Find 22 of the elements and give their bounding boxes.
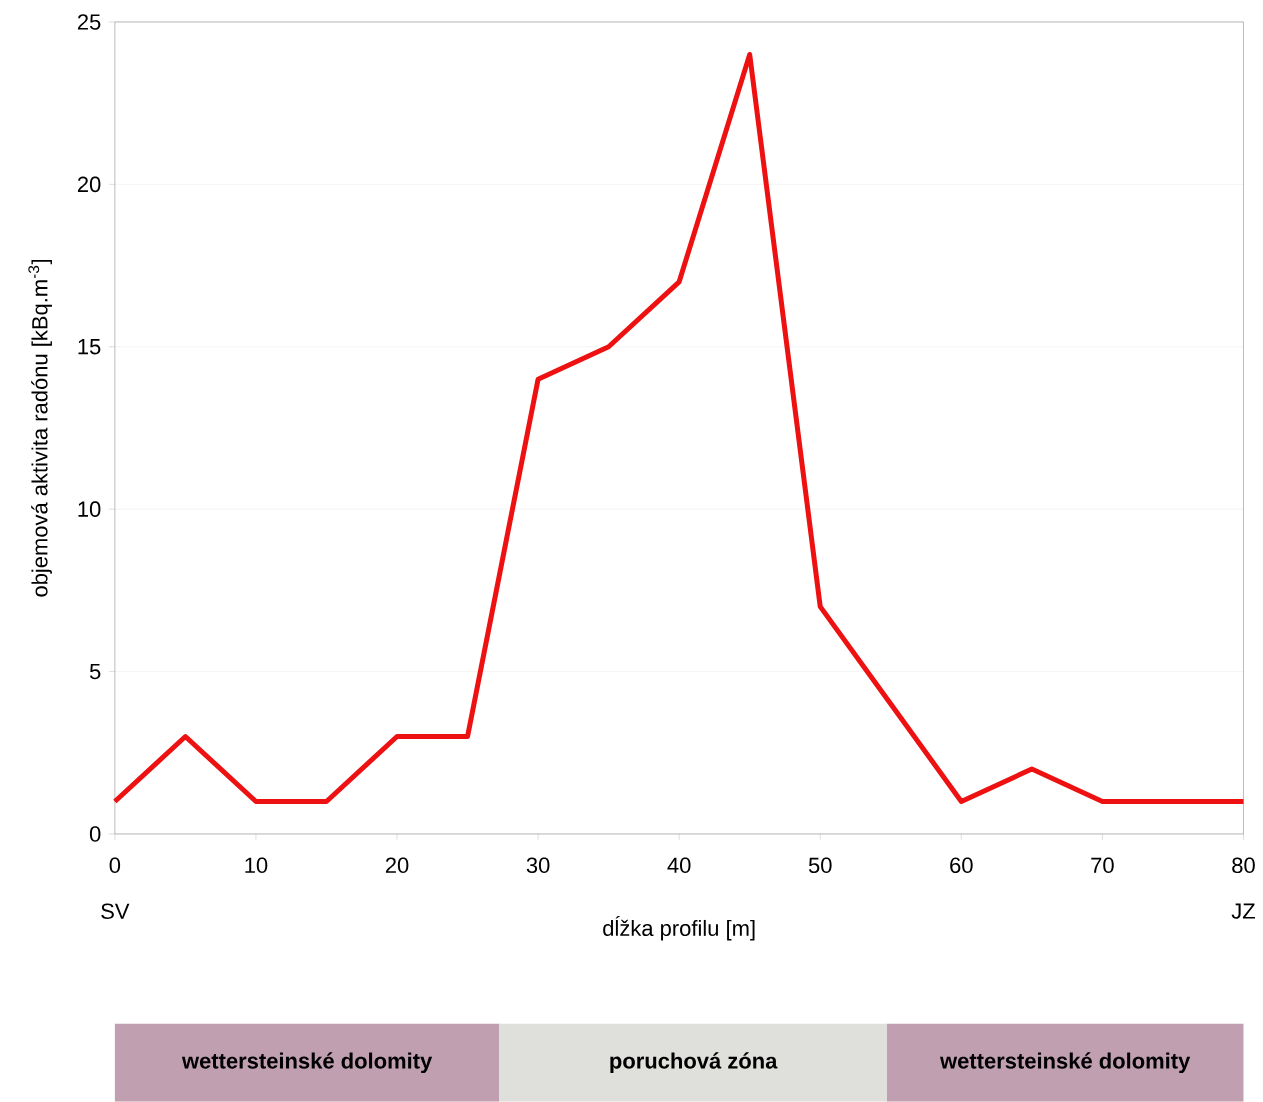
x-tick-label: 80 xyxy=(1232,857,1255,874)
y-tick-label: 0 xyxy=(89,826,101,842)
text: wettersteinské dolomity xyxy=(181,1052,433,1074)
x-tick-label: 0 xyxy=(109,857,121,874)
x-tick-label: 50 xyxy=(808,857,832,874)
y-tick-label: 15 xyxy=(78,339,101,355)
x-tick-label: 60 xyxy=(950,857,973,874)
y-tick-label: 25 xyxy=(77,14,101,30)
x-tick-label: 70 xyxy=(1091,857,1114,874)
y-tick-label: 20 xyxy=(77,176,101,193)
x-tick-label: 40 xyxy=(667,857,691,874)
text: SV xyxy=(101,903,130,920)
text: wettersteinské dolomity xyxy=(939,1052,1191,1074)
x-tick-label: 10 xyxy=(245,857,268,874)
y-axis-title: objemová aktivita radónu [kBq.m$^{-3}$] xyxy=(28,260,52,597)
x-axis-title: dĺžka profilu [m] xyxy=(603,916,755,941)
x-tick-label: 30 xyxy=(526,857,550,874)
y-tick-label: 5 xyxy=(89,664,101,680)
y-tick-label: 10 xyxy=(78,501,101,518)
text: JZ xyxy=(1231,903,1255,919)
x-tick-label: 20 xyxy=(385,857,409,874)
text: poruchová zóna xyxy=(610,1052,778,1074)
